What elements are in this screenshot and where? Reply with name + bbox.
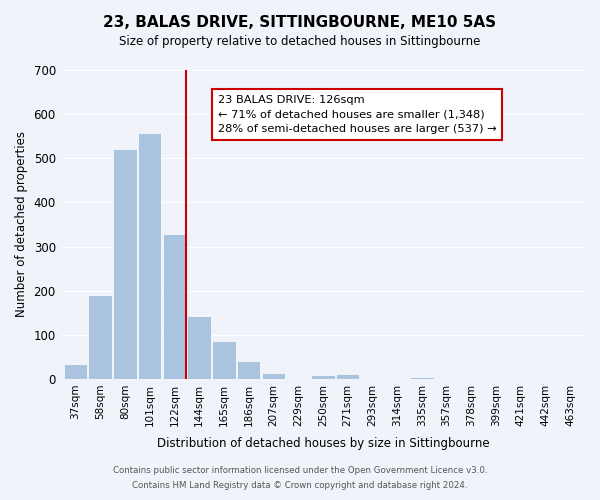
Bar	[64, 364, 87, 379]
Bar	[410, 376, 434, 379]
Bar	[237, 362, 260, 379]
X-axis label: Distribution of detached houses by size in Sittingbourne: Distribution of detached houses by size …	[157, 437, 489, 450]
Y-axis label: Number of detached properties: Number of detached properties	[15, 132, 28, 318]
Bar	[113, 150, 137, 379]
Bar	[212, 342, 236, 379]
Bar	[163, 234, 186, 379]
Text: Contains public sector information licensed under the Open Government Licence v3: Contains public sector information licen…	[113, 466, 487, 475]
Bar	[187, 316, 211, 379]
Bar	[138, 132, 161, 379]
Bar	[88, 295, 112, 379]
Bar	[262, 372, 285, 379]
Text: Contains HM Land Registry data © Crown copyright and database right 2024.: Contains HM Land Registry data © Crown c…	[132, 481, 468, 490]
Text: 23 BALAS DRIVE: 126sqm
← 71% of detached houses are smaller (1,348)
28% of semi-: 23 BALAS DRIVE: 126sqm ← 71% of detached…	[218, 94, 497, 134]
Bar	[311, 376, 335, 379]
Text: 23, BALAS DRIVE, SITTINGBOURNE, ME10 5AS: 23, BALAS DRIVE, SITTINGBOURNE, ME10 5AS	[103, 15, 497, 30]
Text: Size of property relative to detached houses in Sittingbourne: Size of property relative to detached ho…	[119, 35, 481, 48]
Bar	[336, 374, 359, 379]
